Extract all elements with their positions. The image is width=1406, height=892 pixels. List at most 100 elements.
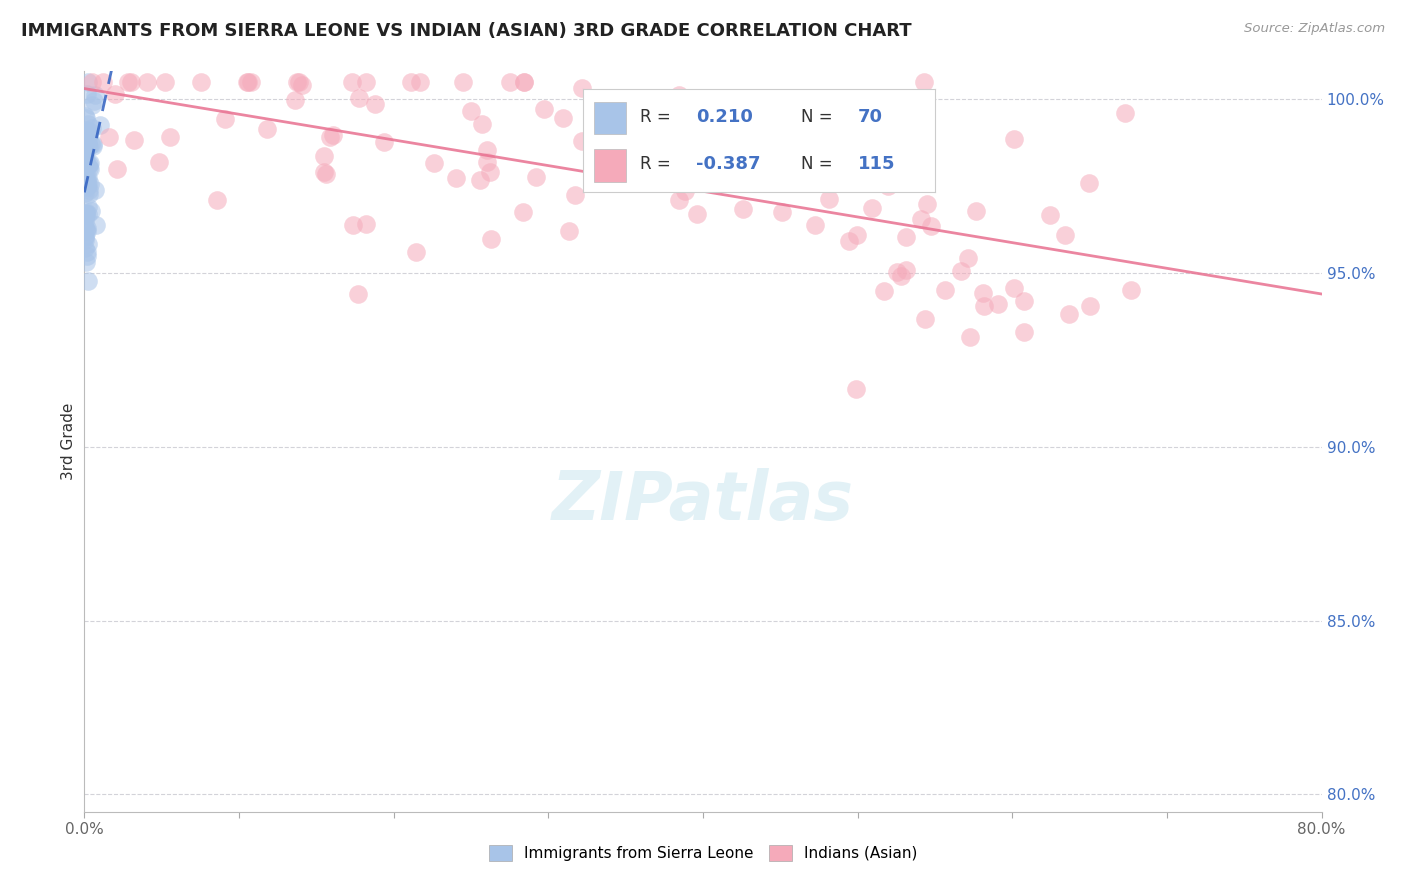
Point [910, 212, 932, 227]
Point [673, 184, 696, 198]
Point [894, 262, 917, 277]
Point [479, 165, 502, 179]
Point [77, 124, 100, 138]
Point [471, 117, 494, 131]
Point [73, 154, 96, 169]
Point [399, 75, 422, 89]
Point [75, 182, 97, 196]
Point [73, 206, 96, 220]
Point [1078, 299, 1101, 313]
Point [83, 88, 105, 103]
Point [564, 188, 586, 202]
Point [910, 169, 932, 184]
Point [75, 208, 97, 222]
Point [846, 228, 869, 243]
Point [291, 78, 314, 93]
Point [711, 161, 734, 175]
Point [75, 111, 97, 125]
Point [769, 115, 792, 129]
Point [79, 161, 101, 176]
Point [817, 192, 839, 206]
Point [73, 128, 96, 142]
Point [76, 170, 98, 185]
Point [319, 129, 342, 144]
Point [1057, 307, 1080, 321]
Point [75, 223, 97, 237]
Point [354, 75, 377, 89]
Point [342, 75, 364, 89]
Point [499, 75, 522, 89]
Point [75, 204, 97, 219]
Point [934, 283, 956, 297]
Point [876, 178, 898, 193]
Point [571, 81, 593, 95]
Point [256, 121, 278, 136]
Point [315, 167, 337, 181]
Point [79, 177, 101, 191]
Point [659, 174, 682, 188]
Point [76, 200, 98, 214]
Point [553, 111, 575, 125]
Point [79, 139, 101, 153]
Point [148, 154, 170, 169]
Point [1121, 283, 1143, 297]
Text: R =: R = [640, 155, 671, 173]
Point [76, 123, 98, 137]
Point [82, 75, 104, 89]
Point [83, 94, 105, 108]
Point [76, 159, 98, 173]
Point [524, 169, 547, 184]
Point [124, 133, 146, 147]
Point [135, 75, 157, 89]
Point [894, 230, 917, 244]
Point [76, 87, 98, 102]
Point [82, 138, 104, 153]
Text: N =: N = [801, 108, 832, 126]
Point [73, 230, 96, 244]
Point [73, 109, 96, 123]
Point [668, 193, 690, 207]
Point [75, 219, 97, 234]
Point [1014, 326, 1036, 340]
Point [80, 120, 103, 135]
Point [312, 165, 335, 179]
Point [860, 202, 883, 216]
Point [1012, 294, 1035, 309]
Y-axis label: 3rd Grade: 3rd Grade [60, 403, 76, 480]
Point [890, 268, 912, 283]
Point [733, 160, 755, 174]
Point [838, 234, 860, 248]
Point [76, 178, 98, 192]
Point [422, 156, 444, 170]
Point [668, 87, 690, 102]
Point [354, 217, 377, 231]
Point [950, 264, 973, 278]
Point [77, 161, 100, 176]
Point [914, 312, 936, 326]
Point [409, 75, 432, 89]
Bar [593, 102, 626, 135]
Point [75, 140, 97, 154]
Point [1114, 106, 1136, 120]
Point [104, 87, 127, 101]
Point [873, 284, 896, 298]
Point [1039, 208, 1062, 222]
Point [238, 75, 260, 89]
Point [322, 128, 344, 142]
Point [75, 153, 97, 167]
Point [76, 138, 98, 153]
Point [1002, 132, 1025, 146]
Point [214, 112, 236, 126]
Text: R =: R = [640, 108, 671, 126]
Legend: Immigrants from Sierra Leone, Indians (Asian): Immigrants from Sierra Leone, Indians (A… [482, 838, 924, 867]
Point [77, 135, 100, 149]
Text: IMMIGRANTS FROM SIERRA LEONE VS INDIAN (ASIAN) 3RD GRADE CORRELATION CHART: IMMIGRANTS FROM SIERRA LEONE VS INDIAN (… [21, 22, 911, 40]
Point [460, 103, 482, 118]
Point [73, 233, 96, 247]
Point [775, 176, 797, 190]
Point [77, 206, 100, 220]
Point [711, 143, 734, 157]
Point [284, 93, 307, 107]
Point [75, 255, 97, 269]
Point [834, 163, 856, 178]
